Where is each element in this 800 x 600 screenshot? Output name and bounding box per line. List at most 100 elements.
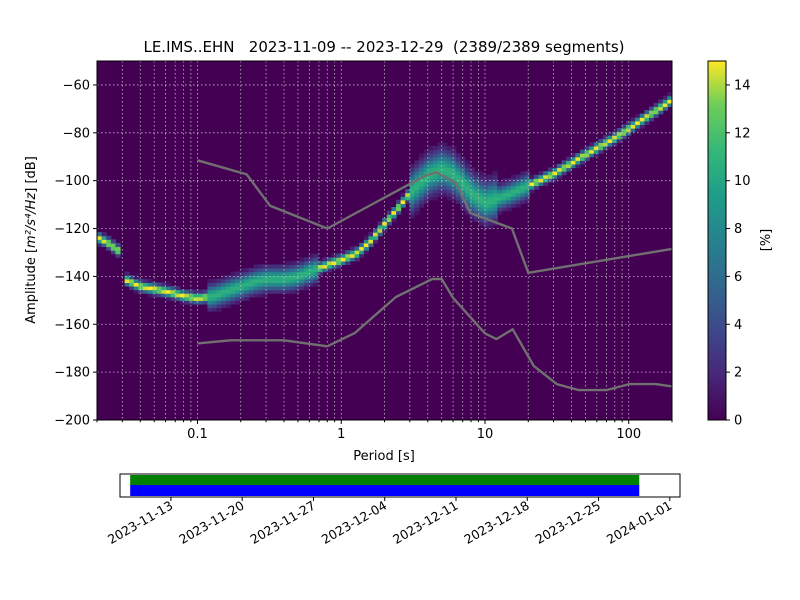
psd-density-cell [483,174,489,179]
timeline-bars [130,475,640,496]
psd-density-cell [345,260,351,266]
psd-density-cell [336,260,342,266]
psd-density-cell [515,174,521,179]
psd-density-cell [175,285,181,291]
psd-density-cell [566,167,572,172]
psd-density-cell [336,264,342,269]
psd-density-cell [432,181,438,187]
psd-density-cell [511,189,517,194]
psd-density-cell [179,289,185,294]
psd-density-cell [543,174,549,179]
psd-density-cell [115,242,121,248]
psd-density-cell [589,149,595,154]
psd-density-cell [474,171,480,176]
psd-density-cell [455,156,461,161]
psd-density-cell [428,189,434,194]
psd-density-cell [313,257,319,262]
psd-density-cell [501,185,507,190]
psd-density-cell [225,289,231,294]
psd-density-cell [529,185,535,190]
psd-density-cell [377,228,383,233]
psd-density-cell [658,106,664,111]
psd-density-cell [409,206,415,212]
psd-density-cell [432,153,438,158]
psd-density-cell [253,293,259,298]
psd-density-cell [561,160,567,165]
psd-density-cell [262,289,268,294]
psd-density-cell [465,171,471,176]
psd-density-cell [230,271,236,276]
psd-density-cell [216,293,222,298]
x-tick-label: 0.1 [187,427,208,442]
psd-density-cell [538,171,544,176]
psd-density-cell [175,296,181,301]
psd-density-cell [593,153,599,158]
psd-density-cell [451,174,457,179]
psd-density-cell [147,285,153,291]
psd-density-cell [497,199,503,204]
psd-density-cell [497,189,503,194]
psd-density-cell [405,192,411,197]
psd-density-cell [299,282,305,287]
psd-density-cell [598,138,604,143]
psd-density-cell [161,293,167,298]
psd-density-cell [166,296,172,301]
psd-density-cell [570,156,576,161]
psd-density-cell [373,239,379,244]
psd-density-cell [281,275,287,280]
psd-density-cell [506,181,512,187]
psd-density-cell [281,289,287,294]
psd-density-cell [488,210,494,215]
psd-density-cell [225,282,231,287]
psd-density-cell [331,257,337,262]
psd-density-cell [216,300,222,305]
psd-density-cell [350,257,356,262]
x-axis: 0.1 1 10 100 [96,420,673,442]
psd-density-cell [294,275,300,280]
psd-density-cell [409,185,415,190]
psd-density-cell [308,278,314,283]
psd-density-cell [442,181,448,187]
psd-density-cell [437,174,443,179]
psd-density-cell [124,271,130,276]
psd-density-cell [492,214,498,219]
psd-density-cell [566,156,572,161]
psd-density-cell [230,278,236,283]
psd-density-cell [667,95,672,100]
psd-density-cell [442,145,448,151]
psd-density-cell [106,246,112,251]
psd-density-cell [474,174,480,179]
psd-density-cell [152,285,158,291]
psd-density-cell [469,185,475,190]
psd-density-cell [294,282,300,287]
psd-density-cell [156,282,162,287]
psd-density-cell [193,293,199,298]
psd-density-cell [331,260,337,266]
psd-density-cell [455,153,461,158]
psd-density-cell [244,275,250,280]
psd-density-cell [308,282,314,287]
psd-density-cell [635,128,641,133]
psd-density-cell [455,199,461,204]
psd-density-cell [304,275,310,280]
psd-density-cell [474,181,480,187]
psd-density-cell [166,282,172,287]
psd-density-cell [248,278,254,283]
psd-density-cell [437,156,443,161]
psd-density-cell [299,285,305,291]
psd-density-cell [110,239,116,244]
psd-density-cell [442,153,448,158]
psd-density-cell [465,163,471,169]
y-axis-label: Amplitude [m²/s⁴/Hz] [dB] [24,156,39,324]
psd-density-cell [299,264,305,269]
psd-density-cell [327,264,333,269]
psd-density-cell [322,264,328,269]
psd-density-cell [248,293,254,298]
psd-density-cell [373,235,379,240]
psd-density-cell [138,285,144,291]
psd-density-cell [327,260,333,266]
psd-density-cell [184,289,190,294]
psd-density-cell [179,296,185,301]
x-tick-label: 1 [337,427,345,442]
psd-density-cell [469,171,475,176]
